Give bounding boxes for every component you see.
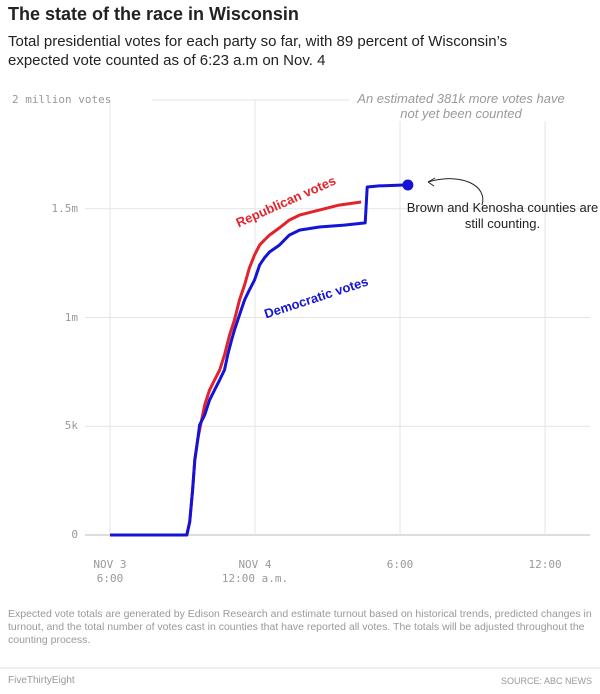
footnote: Expected vote totals are generated by Ed… xyxy=(8,608,592,646)
end-dot xyxy=(402,179,414,191)
x-tick-label: NOV 3 6:00 xyxy=(93,558,127,585)
source: SOURCE: ABC NEWS xyxy=(500,676,592,686)
arrow-head xyxy=(427,177,436,187)
y-tick-label: 1.5m xyxy=(51,201,79,215)
x-tick-label: 12:00 xyxy=(528,558,562,571)
annotation-arrow xyxy=(427,178,484,206)
annotation-remaining: An estimated 381k more votes have not ye… xyxy=(350,91,572,121)
annotation-counting: Brown and Kenosha counties are still cou… xyxy=(406,200,599,231)
y-tick-label: 2 million votes xyxy=(12,93,112,106)
y-tick-label: 0 xyxy=(71,528,78,541)
series-line xyxy=(110,183,404,537)
subtitle: Total presidential votes for each party … xyxy=(8,33,508,69)
y-tick-label: 5k xyxy=(64,419,78,433)
y-tick-label: 1m xyxy=(64,310,78,324)
title: The state of the race in Wisconsin xyxy=(8,4,299,24)
x-tick-label: NOV 4 12:00 a.m. xyxy=(221,558,289,585)
credit: FiveThirtyEight xyxy=(8,675,75,686)
x-tick-label: 6:00 xyxy=(386,558,414,571)
series-line xyxy=(110,200,362,537)
